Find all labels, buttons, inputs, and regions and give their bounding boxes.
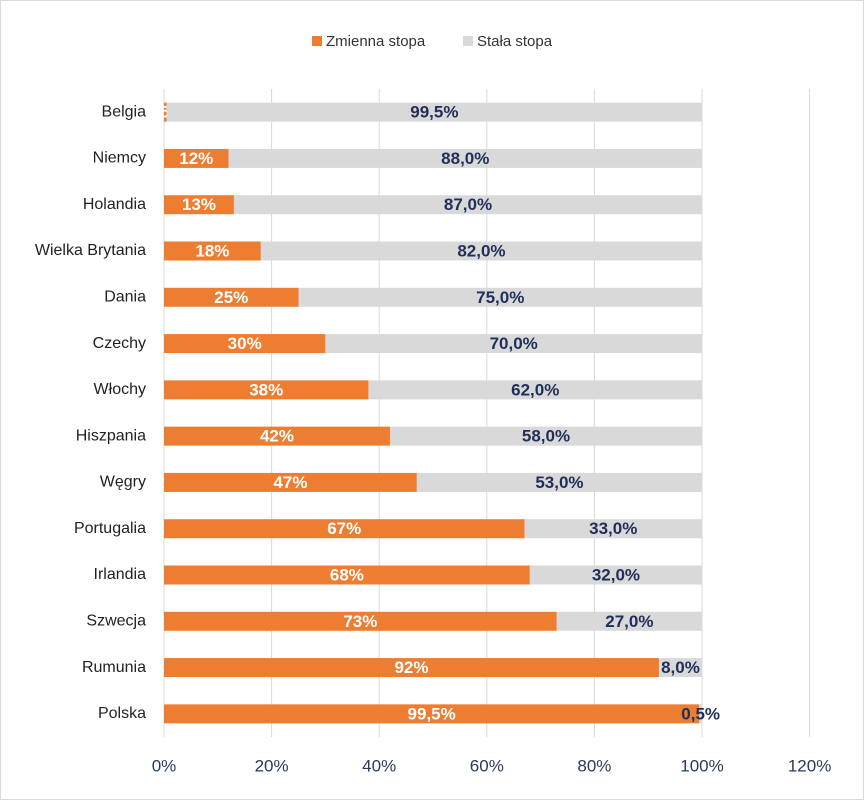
value-label: 0,5% [681, 704, 720, 723]
y-tick-label: Holandia [83, 196, 146, 213]
value-label: 70,0% [490, 334, 538, 353]
y-tick-label: Belgia [102, 103, 147, 120]
bar-segment [298, 287, 702, 307]
value-label: 58,0% [522, 427, 570, 446]
value-label: 53,0% [535, 473, 583, 492]
value-label: 87,0% [444, 195, 492, 214]
bar-segment [164, 241, 261, 261]
bar-segment [166, 102, 702, 122]
bar-segment [164, 195, 234, 215]
y-tick-label: Szwecja [86, 613, 146, 630]
value-label: 8,0% [661, 658, 700, 677]
bar-segment [658, 658, 702, 678]
bar-segment [368, 380, 702, 400]
value-label: 27,0% [605, 612, 653, 631]
value-label: 25% [214, 288, 248, 307]
bar-segment [325, 334, 702, 354]
y-tick-label: Hiszpania [76, 427, 146, 444]
bar-segment [529, 565, 702, 585]
legend-swatch [463, 36, 473, 46]
value-label: 32,0% [592, 565, 640, 584]
y-tick-label: Niemcy [93, 150, 146, 167]
bar-segment [164, 519, 525, 539]
bar-segment [556, 611, 702, 631]
bar-segment [228, 148, 702, 168]
value-label: 73% [343, 612, 377, 631]
value-label: 42% [260, 427, 294, 446]
value-label: 68% [330, 565, 364, 584]
bar-segment [164, 287, 299, 307]
y-tick-label: Rumunia [82, 659, 146, 676]
bar-segment [164, 472, 417, 492]
value-label: 99,5% [408, 704, 456, 723]
value-label: 62,0% [511, 380, 559, 399]
y-tick-label: Węgry [100, 474, 146, 491]
value-label: 18% [195, 241, 229, 260]
bar-segment [524, 519, 702, 539]
x-tick-label: 40% [362, 756, 396, 775]
value-label: 47% [273, 473, 307, 492]
value-label: 12% [179, 149, 213, 168]
bar-segment [164, 704, 700, 724]
value-label: 99,5% [410, 103, 458, 122]
y-tick-label: Polska [98, 705, 146, 722]
x-tick-label: 20% [255, 756, 289, 775]
legend-label: Stała stopa [477, 33, 553, 50]
x-tick-label: 0% [152, 756, 177, 775]
y-tick-label: Czechy [93, 335, 146, 352]
bar-segment [164, 148, 229, 168]
value-label: 75,0% [476, 288, 524, 307]
bar-segment [416, 472, 702, 492]
value-label: 38% [249, 380, 283, 399]
bar-segment [164, 380, 369, 400]
x-tick-label: 80% [577, 756, 611, 775]
bar-segment [389, 426, 702, 446]
bar-segment [164, 565, 530, 585]
bar-segment [260, 241, 702, 261]
bar-segment [164, 102, 167, 122]
value-label: 13% [182, 195, 216, 214]
y-tick-label: Portugalia [74, 520, 146, 537]
bar-segment [699, 704, 702, 724]
bar-segment [164, 334, 326, 354]
y-tick-label: Wielka Brytania [35, 242, 146, 259]
x-tick-label: 120% [788, 756, 831, 775]
value-label: 67% [327, 519, 361, 538]
y-tick-label: Irlandia [94, 566, 147, 583]
value-label: 82,0% [457, 241, 505, 260]
legend-swatch [312, 36, 322, 46]
x-tick-label: 60% [470, 756, 504, 775]
bar-segment [164, 611, 557, 631]
y-tick-label: Dania [104, 289, 146, 306]
legend-label: Zmienna stopa [326, 33, 426, 50]
value-label: 33,0% [589, 519, 637, 538]
bar-segment [164, 658, 659, 678]
value-label: 92% [394, 658, 428, 677]
value-label: 88,0% [441, 149, 489, 168]
y-tick-label: Włochy [94, 381, 146, 398]
x-tick-label: 100% [680, 756, 723, 775]
bar-segment [233, 195, 702, 215]
bar-segment [164, 426, 390, 446]
value-label: 30% [228, 334, 262, 353]
